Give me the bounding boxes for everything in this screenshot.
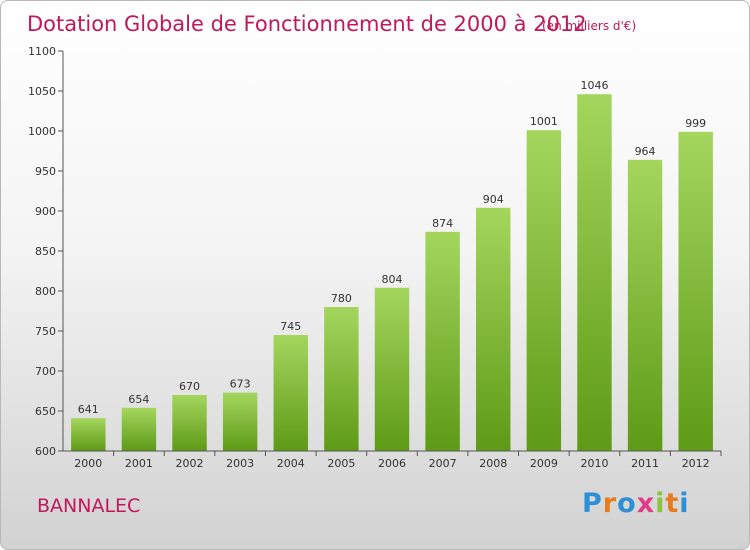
y-tick-label: 1050	[28, 85, 56, 98]
y-tick-label: 1000	[28, 125, 56, 138]
logo-letter: i	[655, 488, 666, 519]
x-axis: 2000 2001 2002 2003 2004 2005 2006 2007 2008 2009…	[74, 451, 722, 470]
logo-letter: x	[636, 488, 656, 519]
value-label-2011: 964	[635, 145, 656, 158]
y-tick-label: 800	[35, 285, 56, 298]
x-tick-label-2005: 2005	[327, 457, 355, 470]
bars-group: 641 654 670 673 745 780 804 874 904 1001 1046 964 99…	[71, 79, 713, 452]
x-tick-label-2002: 2002	[176, 457, 204, 470]
x-tick-label-2009: 2009	[530, 457, 558, 470]
x-tick-label-2006: 2006	[378, 457, 406, 470]
value-label-2007: 874	[432, 217, 453, 230]
logo-letter: o	[617, 488, 637, 519]
bar-2004	[273, 335, 308, 451]
logo-letter: P	[582, 488, 603, 519]
bar-2001	[121, 407, 157, 451]
value-label-2008: 904	[483, 193, 504, 206]
x-tick-label-2011: 2011	[631, 457, 659, 470]
x-tick-label-2001: 2001	[125, 457, 153, 470]
value-label-2002: 670	[179, 380, 200, 393]
bar-2012	[678, 131, 713, 452]
bar-2005	[324, 307, 359, 451]
value-label-2004: 745	[280, 320, 301, 333]
logo-letter: t	[665, 488, 680, 519]
bar-2006	[374, 287, 410, 451]
value-label-2003: 673	[230, 378, 251, 391]
y-tick-label: 850	[35, 245, 56, 258]
y-tick-label: 750	[35, 325, 56, 338]
x-tick-label-2004: 2004	[277, 457, 305, 470]
x-tick-label-2007: 2007	[429, 457, 457, 470]
value-label-2000: 641	[78, 403, 99, 416]
value-label-2001: 654	[128, 393, 149, 406]
x-tick-label-2003: 2003	[226, 457, 254, 470]
y-tick-label: 950	[35, 165, 56, 178]
bar-2007	[425, 231, 460, 451]
bar-2008	[476, 207, 511, 451]
bar-2011	[627, 159, 663, 452]
logo-letter: i	[679, 488, 690, 519]
bar-2010	[577, 94, 612, 451]
chart-subtitle: (en milliers d'€)	[542, 19, 636, 33]
y-tick-label: 900	[35, 205, 56, 218]
bar-2000	[71, 418, 106, 451]
x-tick-label-2008: 2008	[479, 457, 507, 470]
value-label-2006: 804	[382, 273, 403, 286]
value-label-2005: 780	[331, 292, 352, 305]
x-tick-label-2010: 2010	[580, 457, 608, 470]
x-tick-label-2000: 2000	[74, 457, 102, 470]
bar-2002	[172, 395, 207, 451]
y-tick-label: 600	[35, 445, 56, 458]
value-label-2009: 1001	[530, 115, 558, 128]
value-label-2012: 999	[685, 117, 706, 130]
place-name: BANNALEC	[37, 495, 141, 517]
proxiti-logo[interactable]: Proxiti	[582, 488, 690, 519]
value-label-2010: 1046	[580, 79, 608, 92]
y-tick-label: 650	[35, 405, 56, 418]
y-tick-label: 1100	[28, 45, 56, 58]
bar-2003	[222, 392, 258, 451]
chart-title: Dotation Globale de Fonctionnement de 20…	[27, 12, 587, 36]
bar-2009	[526, 130, 562, 451]
logo-letter: r	[602, 488, 618, 519]
y-axis: 600 650 700 750 800 850 900 950 1000 1050 1100	[28, 45, 63, 458]
x-tick-label-2012: 2012	[682, 457, 710, 470]
y-tick-label: 700	[35, 365, 56, 378]
